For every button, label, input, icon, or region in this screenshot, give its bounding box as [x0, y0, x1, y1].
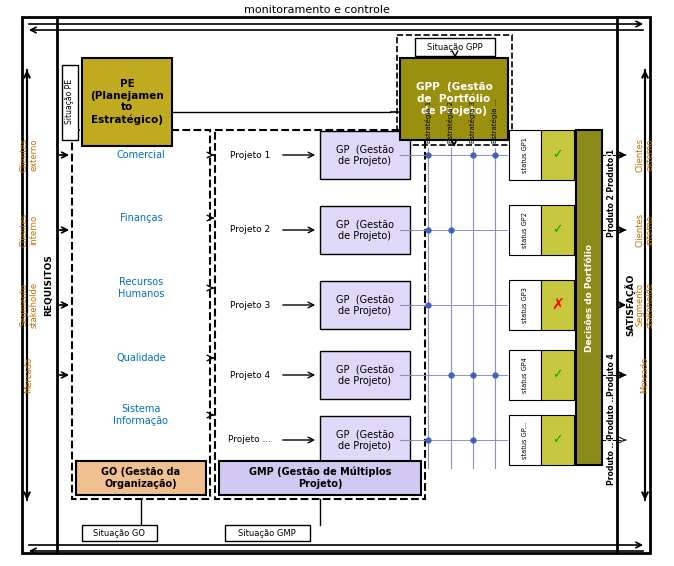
Bar: [219, 461, 421, 495]
Bar: [541, 130, 574, 180]
Bar: [72, 130, 210, 499]
Text: GMP (Gestão de Múltiplos
Projeto): GMP (Gestão de Múltiplos Projeto): [249, 467, 391, 489]
Text: Segmento
stakeholde: Segmento stakeholde: [20, 282, 38, 328]
Text: Projeto 3: Projeto 3: [230, 301, 270, 310]
Text: status GP2: status GP2: [522, 212, 528, 248]
Bar: [320, 281, 410, 329]
Text: ✗: ✗: [551, 298, 564, 312]
Text: Decisões do Portfólio: Decisões do Portfólio: [584, 243, 594, 351]
Text: status GP4: status GP4: [522, 357, 528, 393]
Text: GPP  (Gestão
de  Portfólio
de Projeto): GPP (Gestão de Portfólio de Projeto): [416, 83, 493, 115]
Text: Situação GMP: Situação GMP: [238, 529, 296, 538]
Bar: [82, 525, 157, 541]
Text: Situação GO: Situação GO: [93, 529, 145, 538]
Bar: [225, 525, 310, 541]
Text: Estratégia ...: Estratégia ...: [491, 98, 499, 143]
Bar: [320, 351, 410, 399]
Text: Estratégia 1: Estratégia 1: [425, 101, 431, 143]
Bar: [82, 58, 172, 146]
Bar: [76, 461, 206, 495]
Text: Mercado: Mercado: [640, 357, 650, 393]
Bar: [320, 131, 410, 179]
Text: ✓: ✓: [552, 224, 563, 237]
Text: Recursos
Humanos: Recursos Humanos: [118, 277, 164, 299]
Text: Situação PE: Situação PE: [65, 79, 75, 125]
Text: Clientes
interno: Clientes interno: [636, 213, 654, 247]
Text: Estratégia 3: Estratégia 3: [470, 101, 477, 143]
Text: Comercial: Comercial: [117, 150, 165, 160]
Text: Projeto 4: Projeto 4: [230, 371, 270, 379]
Text: Projeto ...: Projeto ...: [228, 435, 272, 444]
Text: REQUISITOS: REQUISITOS: [44, 254, 53, 316]
Text: monitoramento e controle: monitoramento e controle: [244, 5, 390, 15]
Bar: [320, 416, 410, 464]
Text: Estratégia 2: Estratégia 2: [448, 101, 454, 143]
Bar: [541, 415, 574, 465]
Text: Clientes
interno: Clientes interno: [20, 213, 38, 247]
Text: GP  (Gestão
de Projeto): GP (Gestão de Projeto): [336, 294, 394, 316]
Text: Produto 2 Produto 1: Produto 2 Produto 1: [607, 148, 617, 237]
Bar: [320, 206, 410, 254]
Bar: [509, 130, 541, 180]
Text: ✓: ✓: [552, 148, 563, 161]
Bar: [62, 65, 78, 140]
Text: status GP3: status GP3: [522, 287, 528, 323]
Text: Sistema
Informação: Sistema Informação: [113, 404, 168, 426]
Text: GP  (Gestão
de Projeto): GP (Gestão de Projeto): [336, 429, 394, 451]
Text: SATISFAÇÃO: SATISFAÇÃO: [625, 274, 636, 336]
Text: status GP...: status GP...: [522, 422, 528, 458]
Text: Segmento
stakeholde: Segmento stakeholde: [636, 282, 654, 328]
Text: Produto 4: Produto 4: [607, 354, 617, 396]
Text: ✓: ✓: [552, 368, 563, 381]
Bar: [509, 280, 541, 330]
Text: Qualidade: Qualidade: [116, 353, 166, 363]
Text: Produto .. Produto ..: Produto .. Produto ..: [607, 396, 617, 484]
Bar: [541, 205, 574, 255]
Bar: [509, 205, 541, 255]
Text: GO (Gestão da
Organização): GO (Gestão da Organização): [102, 467, 181, 489]
Text: PE
(Planejamen
to
Estratégico): PE (Planejamen to Estratégico): [90, 79, 164, 125]
Bar: [415, 38, 495, 56]
Text: ✓: ✓: [552, 434, 563, 447]
Bar: [576, 130, 602, 465]
Text: Clientes
externo: Clientes externo: [20, 138, 38, 172]
Text: Mercado: Mercado: [24, 357, 34, 393]
Bar: [509, 350, 541, 400]
Text: Finanças: Finanças: [120, 213, 162, 223]
Text: GP  (Gestão
de Projeto): GP (Gestão de Projeto): [336, 364, 394, 386]
Bar: [397, 35, 512, 145]
Text: Clientes
externo: Clientes externo: [636, 138, 654, 172]
Text: GP  (Gestão
de Projeto): GP (Gestão de Projeto): [336, 219, 394, 241]
Bar: [541, 280, 574, 330]
Text: GP  (Gestão
de Projeto): GP (Gestão de Projeto): [336, 144, 394, 166]
Text: Situação GPP: Situação GPP: [427, 42, 483, 52]
Bar: [541, 350, 574, 400]
Text: Projeto 1: Projeto 1: [230, 151, 270, 160]
Text: Projeto 2: Projeto 2: [230, 225, 270, 234]
Bar: [215, 130, 425, 499]
Bar: [400, 58, 508, 140]
Bar: [509, 415, 541, 465]
Text: status GP1: status GP1: [522, 137, 528, 173]
